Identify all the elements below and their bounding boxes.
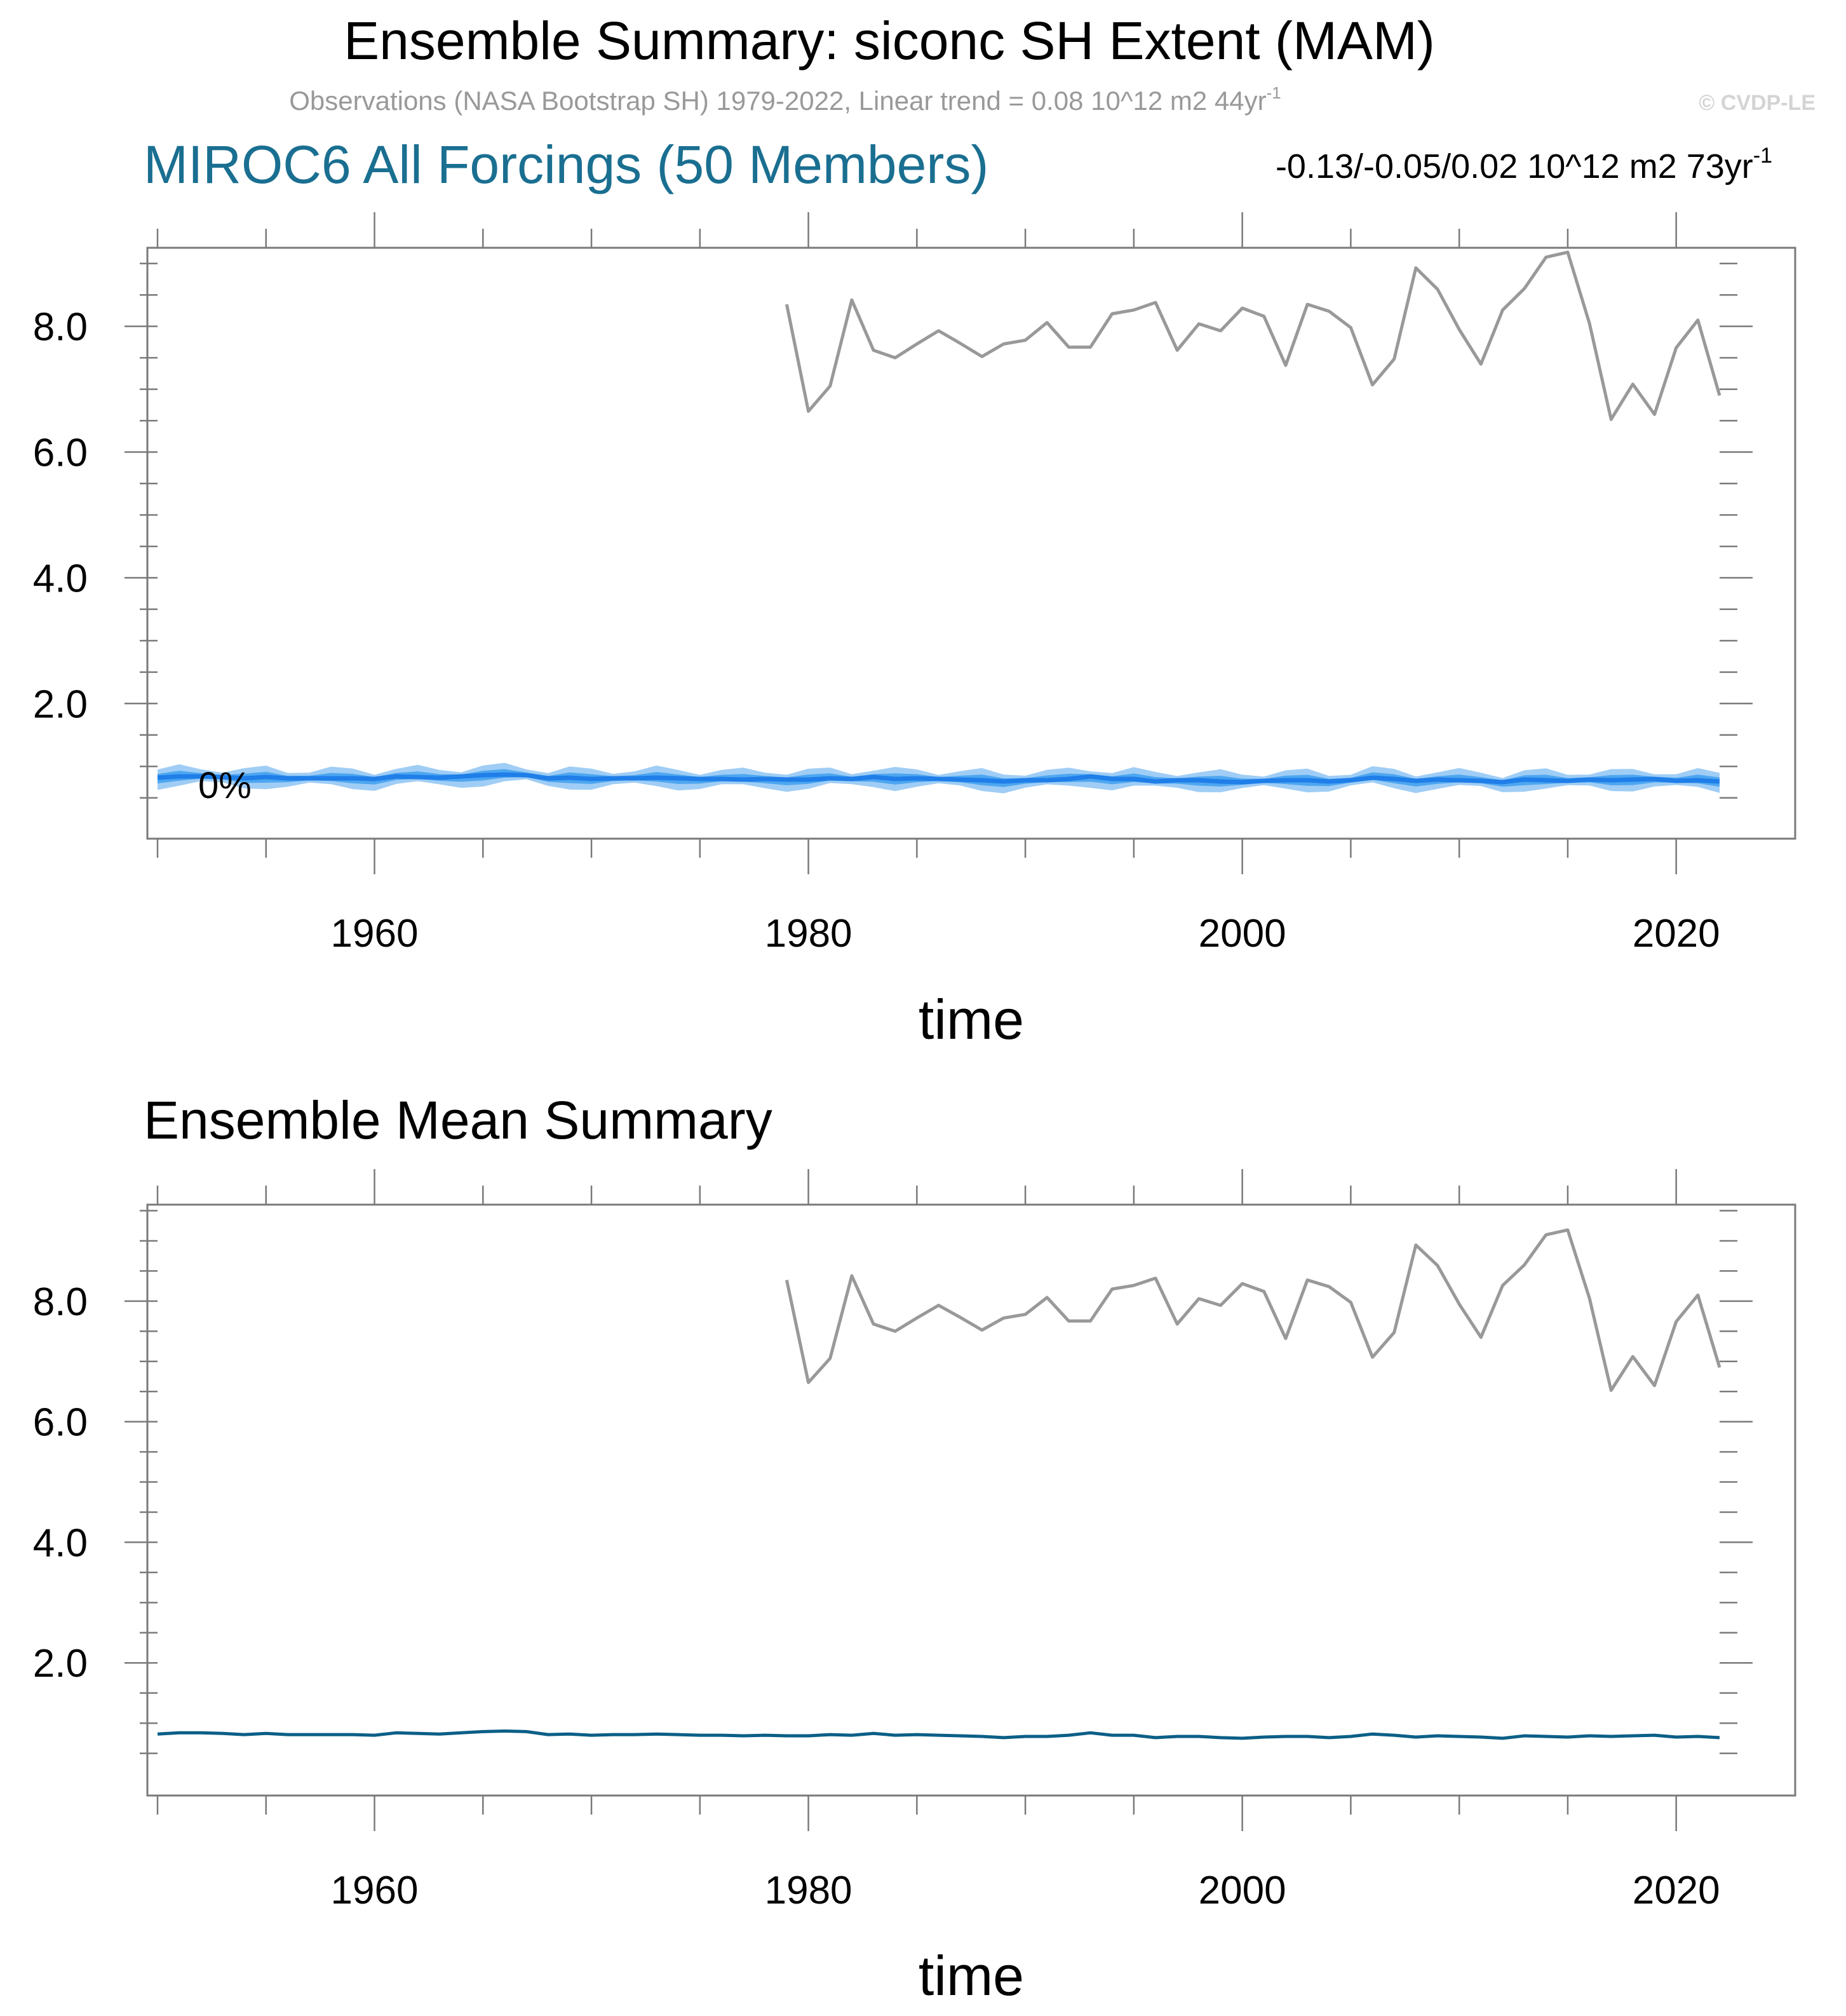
observations-subtitle: Observations (NASA Bootstrap SH) 1979-20… — [289, 83, 1281, 116]
panel1-frame — [146, 247, 1796, 840]
panel2-y-tick-labels: 2.0 4.0 6.0 8.0 — [33, 1280, 88, 1686]
panel1-chart: 2.0 4.0 6.0 8.0 1960 1980 2000 2020 0% time — [33, 212, 1796, 1051]
panel1-tick-marks — [125, 212, 1753, 874]
y-tick-label: 2.0 — [33, 682, 88, 726]
y-tick-label: 2.0 — [33, 1642, 88, 1686]
observations-subtitle-main: Observations (NASA Bootstrap SH) 1979-20… — [289, 86, 1266, 116]
panel1-title: MIROC6 All Forcings (50 Members) — [144, 135, 988, 194]
panel1-y-tick-labels: 2.0 4.0 6.0 8.0 — [33, 306, 88, 727]
panel1-trend-main: -0.13/-0.05/0.02 10^12 m2 73yr — [1276, 147, 1753, 186]
y-tick-label: 8.0 — [33, 1280, 88, 1324]
y-tick-label: 4.0 — [33, 1521, 88, 1565]
panel1-x-tick-labels: 1960 1980 2000 2020 — [331, 912, 1720, 956]
panel2-ensemble-mean-line — [157, 1729, 1720, 1740]
x-tick-label: 2020 — [1633, 1869, 1720, 1912]
panel2-observations-line — [785, 1228, 1721, 1392]
y-tick-label: 6.0 — [33, 431, 88, 475]
panel1-xlabel: time — [919, 988, 1024, 1051]
panel1-ensemble-mean-line — [157, 772, 1720, 785]
x-tick-label: 1980 — [765, 1869, 852, 1912]
panel1-trend-sup: -1 — [1753, 144, 1772, 168]
y-tick-label: 8.0 — [33, 306, 88, 349]
x-tick-label: 1980 — [765, 912, 852, 956]
panel1-annotation: 0% — [198, 765, 252, 806]
x-tick-label: 1960 — [331, 1869, 419, 1912]
x-tick-label: 2020 — [1633, 912, 1720, 956]
x-tick-label: 2000 — [1199, 912, 1286, 956]
y-tick-label: 6.0 — [33, 1401, 88, 1445]
panel2-xlabel: time — [919, 1944, 1024, 2007]
panel2-title: Ensemble Mean Summary — [144, 1090, 772, 1150]
panel2-tick-marks — [125, 1169, 1753, 1831]
watermark: © CVDP-LE — [1699, 91, 1816, 115]
panel1-trend-label: -0.13/-0.05/0.02 10^12 m2 73yr-1 — [1276, 144, 1772, 186]
panel2-x-tick-labels: 1960 1980 2000 2020 — [331, 1869, 1720, 1912]
panel2-frame — [146, 1203, 1796, 1797]
panel2-chart: 2.0 4.0 6.0 8.0 1960 1980 2000 2020 time — [33, 1169, 1796, 2007]
panel1-observations-line — [785, 250, 1721, 421]
observations-subtitle-sup: -1 — [1267, 83, 1281, 102]
figure-title: Ensemble Summary: siconc SH Extent (MAM) — [344, 11, 1435, 71]
y-tick-label: 4.0 — [33, 557, 88, 600]
x-tick-label: 1960 — [331, 912, 419, 956]
x-tick-label: 2000 — [1199, 1869, 1286, 1912]
